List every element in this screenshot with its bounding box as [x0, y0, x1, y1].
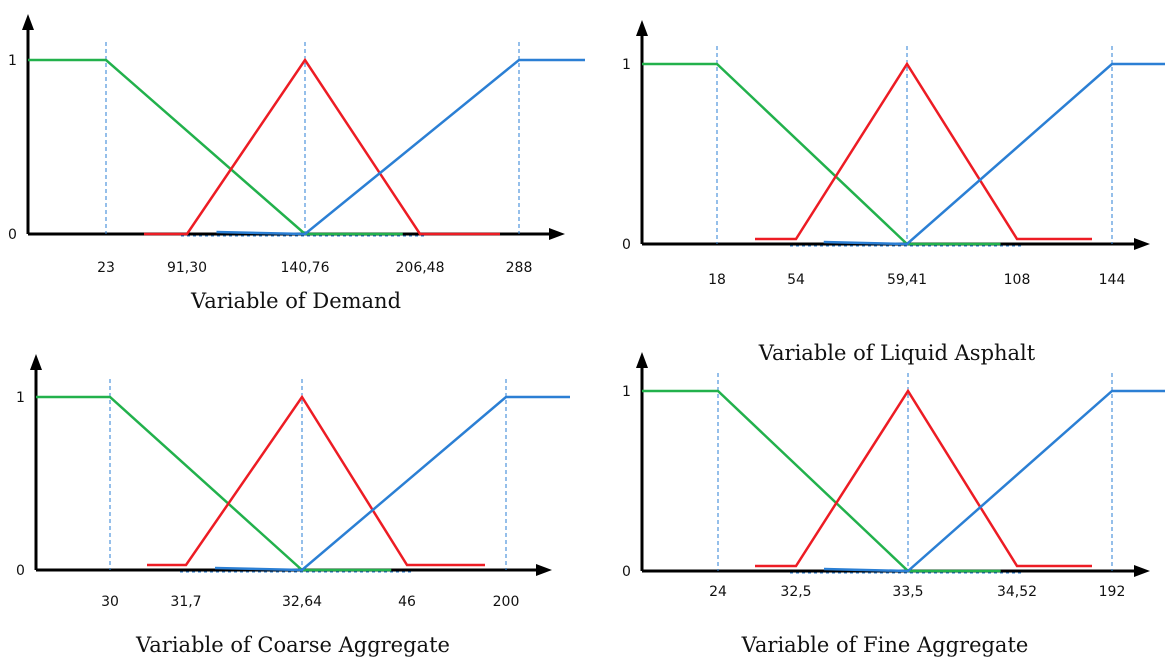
x-tick-label: 54 — [787, 272, 805, 288]
chart-title: Variable of Fine Aggregate — [741, 633, 1029, 657]
x-tick-label: 32,64 — [282, 594, 322, 610]
series-high-line — [823, 62, 1165, 246]
x-axis-arrow — [1134, 565, 1150, 577]
series-high-line — [214, 395, 570, 572]
chart-title: Variable of Coarse Aggregate — [135, 633, 450, 657]
x-tick-label: 31,7 — [170, 594, 201, 610]
series-low-line — [28, 58, 403, 236]
y-axis-arrow — [22, 14, 34, 30]
series-high-line — [823, 389, 1165, 573]
y-tick-label: 0 — [16, 563, 25, 579]
x-tick-label: 140,76 — [281, 260, 330, 276]
y-tick-label: 0 — [622, 564, 631, 580]
y-tick-label: 1 — [622, 57, 631, 73]
y-axis-arrow — [30, 354, 42, 370]
x-tick-label: 108 — [1004, 272, 1031, 288]
x-tick-label: 91,30 — [167, 260, 207, 276]
series-mid-line — [147, 394, 485, 567]
x-tick-label: 30 — [101, 594, 119, 610]
chart-panel-2: 0 1 18 54 59,41 108 144 Variable of Liquid Asph… — [622, 20, 1165, 365]
x-tick-label: 206,48 — [396, 260, 445, 276]
chart-panel-4: 0 1 24 32,5 33,5 34,52 192 Variable of Fine Agg… — [622, 352, 1165, 657]
chart-title: Variable of Demand — [190, 289, 401, 313]
x-tick-label: 34,52 — [997, 584, 1037, 600]
chart-title: Variable of Liquid Asphalt — [758, 341, 1036, 365]
series-mid-line — [144, 57, 500, 236]
x-tick-label: 288 — [506, 260, 533, 276]
x-tick-label: 144 — [1099, 272, 1126, 288]
chart-panel-3: 0 1 30 31,7 32,64 46 200 Variable of Coarse Agg… — [16, 354, 570, 657]
y-tick-label: 1 — [8, 53, 17, 69]
series-low-line — [642, 62, 1001, 246]
x-tick-label: 46 — [398, 594, 416, 610]
y-tick-label: 1 — [622, 384, 631, 400]
x-tick-label: 59,41 — [887, 272, 927, 288]
y-axis-arrow — [636, 20, 648, 36]
x-axis-arrow — [536, 564, 552, 576]
x-tick-label: 200 — [493, 594, 520, 610]
series-low-line — [642, 389, 1001, 573]
chart-panel-1: 0 1 23 91,30 140,76 206,48 288 Variable of Dema… — [8, 14, 585, 313]
x-tick-label: 192 — [1099, 584, 1126, 600]
x-tick-label: 24 — [709, 584, 727, 600]
y-tick-label: 0 — [622, 237, 631, 253]
x-axis-arrow — [1134, 238, 1150, 250]
x-axis-arrow — [549, 228, 565, 240]
x-tick-label: 33,5 — [892, 584, 923, 600]
series-mid-line — [755, 388, 1092, 568]
series-mid-line — [755, 61, 1092, 241]
y-tick-label: 0 — [8, 227, 17, 243]
series-high-line — [216, 58, 585, 236]
x-tick-label: 32,5 — [780, 584, 811, 600]
series-low-line — [36, 395, 392, 572]
y-axis-arrow — [636, 352, 648, 368]
y-tick-label: 1 — [16, 390, 25, 406]
x-tick-label: 18 — [708, 272, 726, 288]
x-tick-label: 23 — [97, 260, 115, 276]
